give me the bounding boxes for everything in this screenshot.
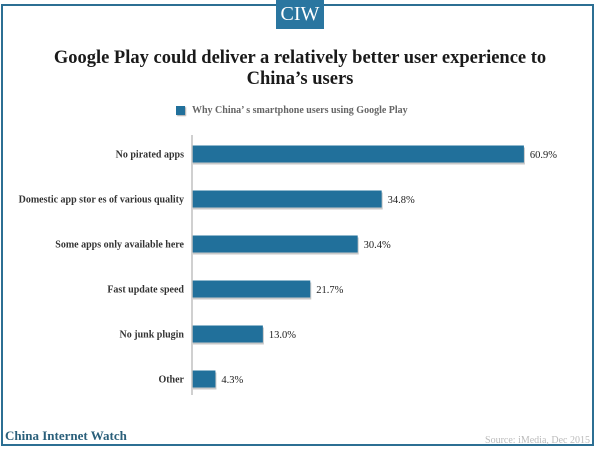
bar-2 — [192, 235, 358, 253]
value-label: 13.0% — [269, 330, 296, 341]
legend-label: Why China’ s smartphone users using Goog… — [192, 104, 408, 116]
bar-chart: No pirated apps 60.9% Domestic app stor es… — [19, 135, 557, 395]
category-label: No pirated apps — [116, 150, 184, 161]
category-label: Some apps only available here — [55, 240, 184, 251]
chart-title: Google Play could deliver a relatively b… — [53, 48, 547, 89]
source-note: Source: iMedia, Dec 2015 — [485, 435, 590, 446]
bar-5 — [192, 370, 216, 388]
value-label: 60.9% — [530, 150, 557, 161]
bar-4 — [192, 325, 263, 343]
legend-swatch — [176, 105, 185, 115]
ciw-logo: CIW — [276, 0, 324, 29]
value-label: 34.8% — [388, 195, 415, 206]
category-label: Domestic app stor es of various quality — [19, 195, 184, 206]
chart-frame — [1, 4, 594, 446]
bar-1 — [192, 190, 382, 208]
bar-3 — [192, 280, 311, 298]
value-label: 21.7% — [316, 285, 343, 296]
category-label: Fast update speed — [107, 285, 184, 296]
legend: Why China’ s smartphone users using Goog… — [176, 103, 408, 117]
value-label: 30.4% — [364, 240, 391, 251]
category-label: Other — [158, 375, 184, 386]
category-label: No junk plugin — [120, 330, 185, 341]
bar-0 — [192, 145, 524, 163]
brand-name: China Internet Watch — [5, 428, 127, 443]
value-label: 4.3% — [221, 375, 243, 386]
bars-layer: No pirated apps 60.9% Domestic app stor es… — [19, 145, 557, 390]
